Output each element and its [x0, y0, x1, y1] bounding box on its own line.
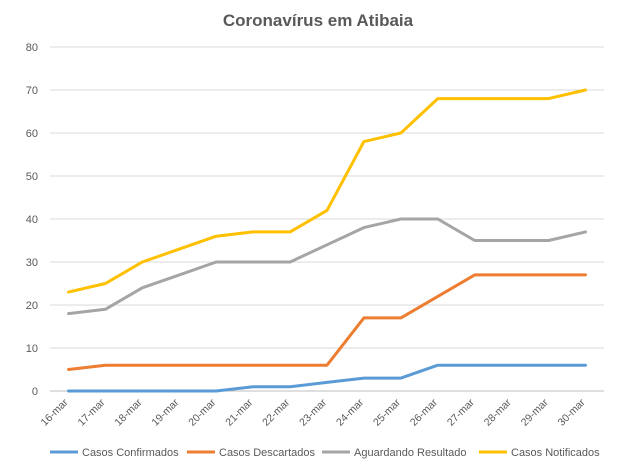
series-line-1	[67, 363, 587, 393]
x-tick-label: 28-mar	[482, 396, 514, 428]
legend: Casos Confirmados Casos Descartados Aguard…	[50, 447, 600, 459]
legend-label: Casos Notificados	[511, 447, 600, 459]
legend-label: Casos Descartados	[219, 447, 315, 459]
y-tick-label: 40	[26, 214, 38, 226]
x-tick-label: 16-mar	[39, 396, 71, 428]
x-tick-label: 26-mar	[408, 396, 440, 428]
y-tick-label: 50	[26, 171, 38, 183]
y-tick-label: 20	[26, 300, 38, 312]
x-tick-label: 25-mar	[371, 396, 403, 428]
x-tick-label: 27-mar	[445, 396, 477, 428]
y-tick-label: 70	[26, 85, 38, 97]
chart-title: Coronavírus em Atibaia	[223, 11, 414, 30]
legend-label: Aguardando Resultado	[354, 447, 467, 459]
y-tick-label: 0	[32, 386, 38, 398]
x-axis-ticks: 16-mar 17-mar 18-mar 19-mar 20-mar 21-mar 22-m…	[39, 396, 588, 428]
y-tick-label: 10	[26, 343, 38, 355]
x-tick-label: 19-mar	[149, 396, 181, 428]
y-tick-label: 80	[26, 42, 38, 54]
series-lines	[67, 88, 587, 393]
series-line-4	[67, 88, 587, 294]
x-tick-label: 18-mar	[112, 396, 144, 428]
x-tick-label: 29-mar	[519, 396, 551, 428]
y-tick-label: 30	[26, 257, 38, 269]
series-line-3	[67, 217, 587, 316]
x-tick-label: 17-mar	[76, 396, 108, 428]
x-tick-label: 30-mar	[556, 396, 588, 428]
y-tick-label: 60	[26, 128, 38, 140]
series-line-2	[67, 273, 587, 371]
x-tick-label: 21-mar	[223, 396, 255, 428]
y-axis-ticks: 0 10 20 30 40 50 60 70 80	[26, 42, 38, 398]
x-tick-label: 24-mar	[334, 396, 366, 428]
x-tick-label: 20-mar	[186, 396, 218, 428]
x-tick-label: 23-mar	[297, 396, 329, 428]
legend-label: Casos Confirmados	[82, 447, 179, 459]
x-tick-label: 22-mar	[260, 396, 292, 428]
